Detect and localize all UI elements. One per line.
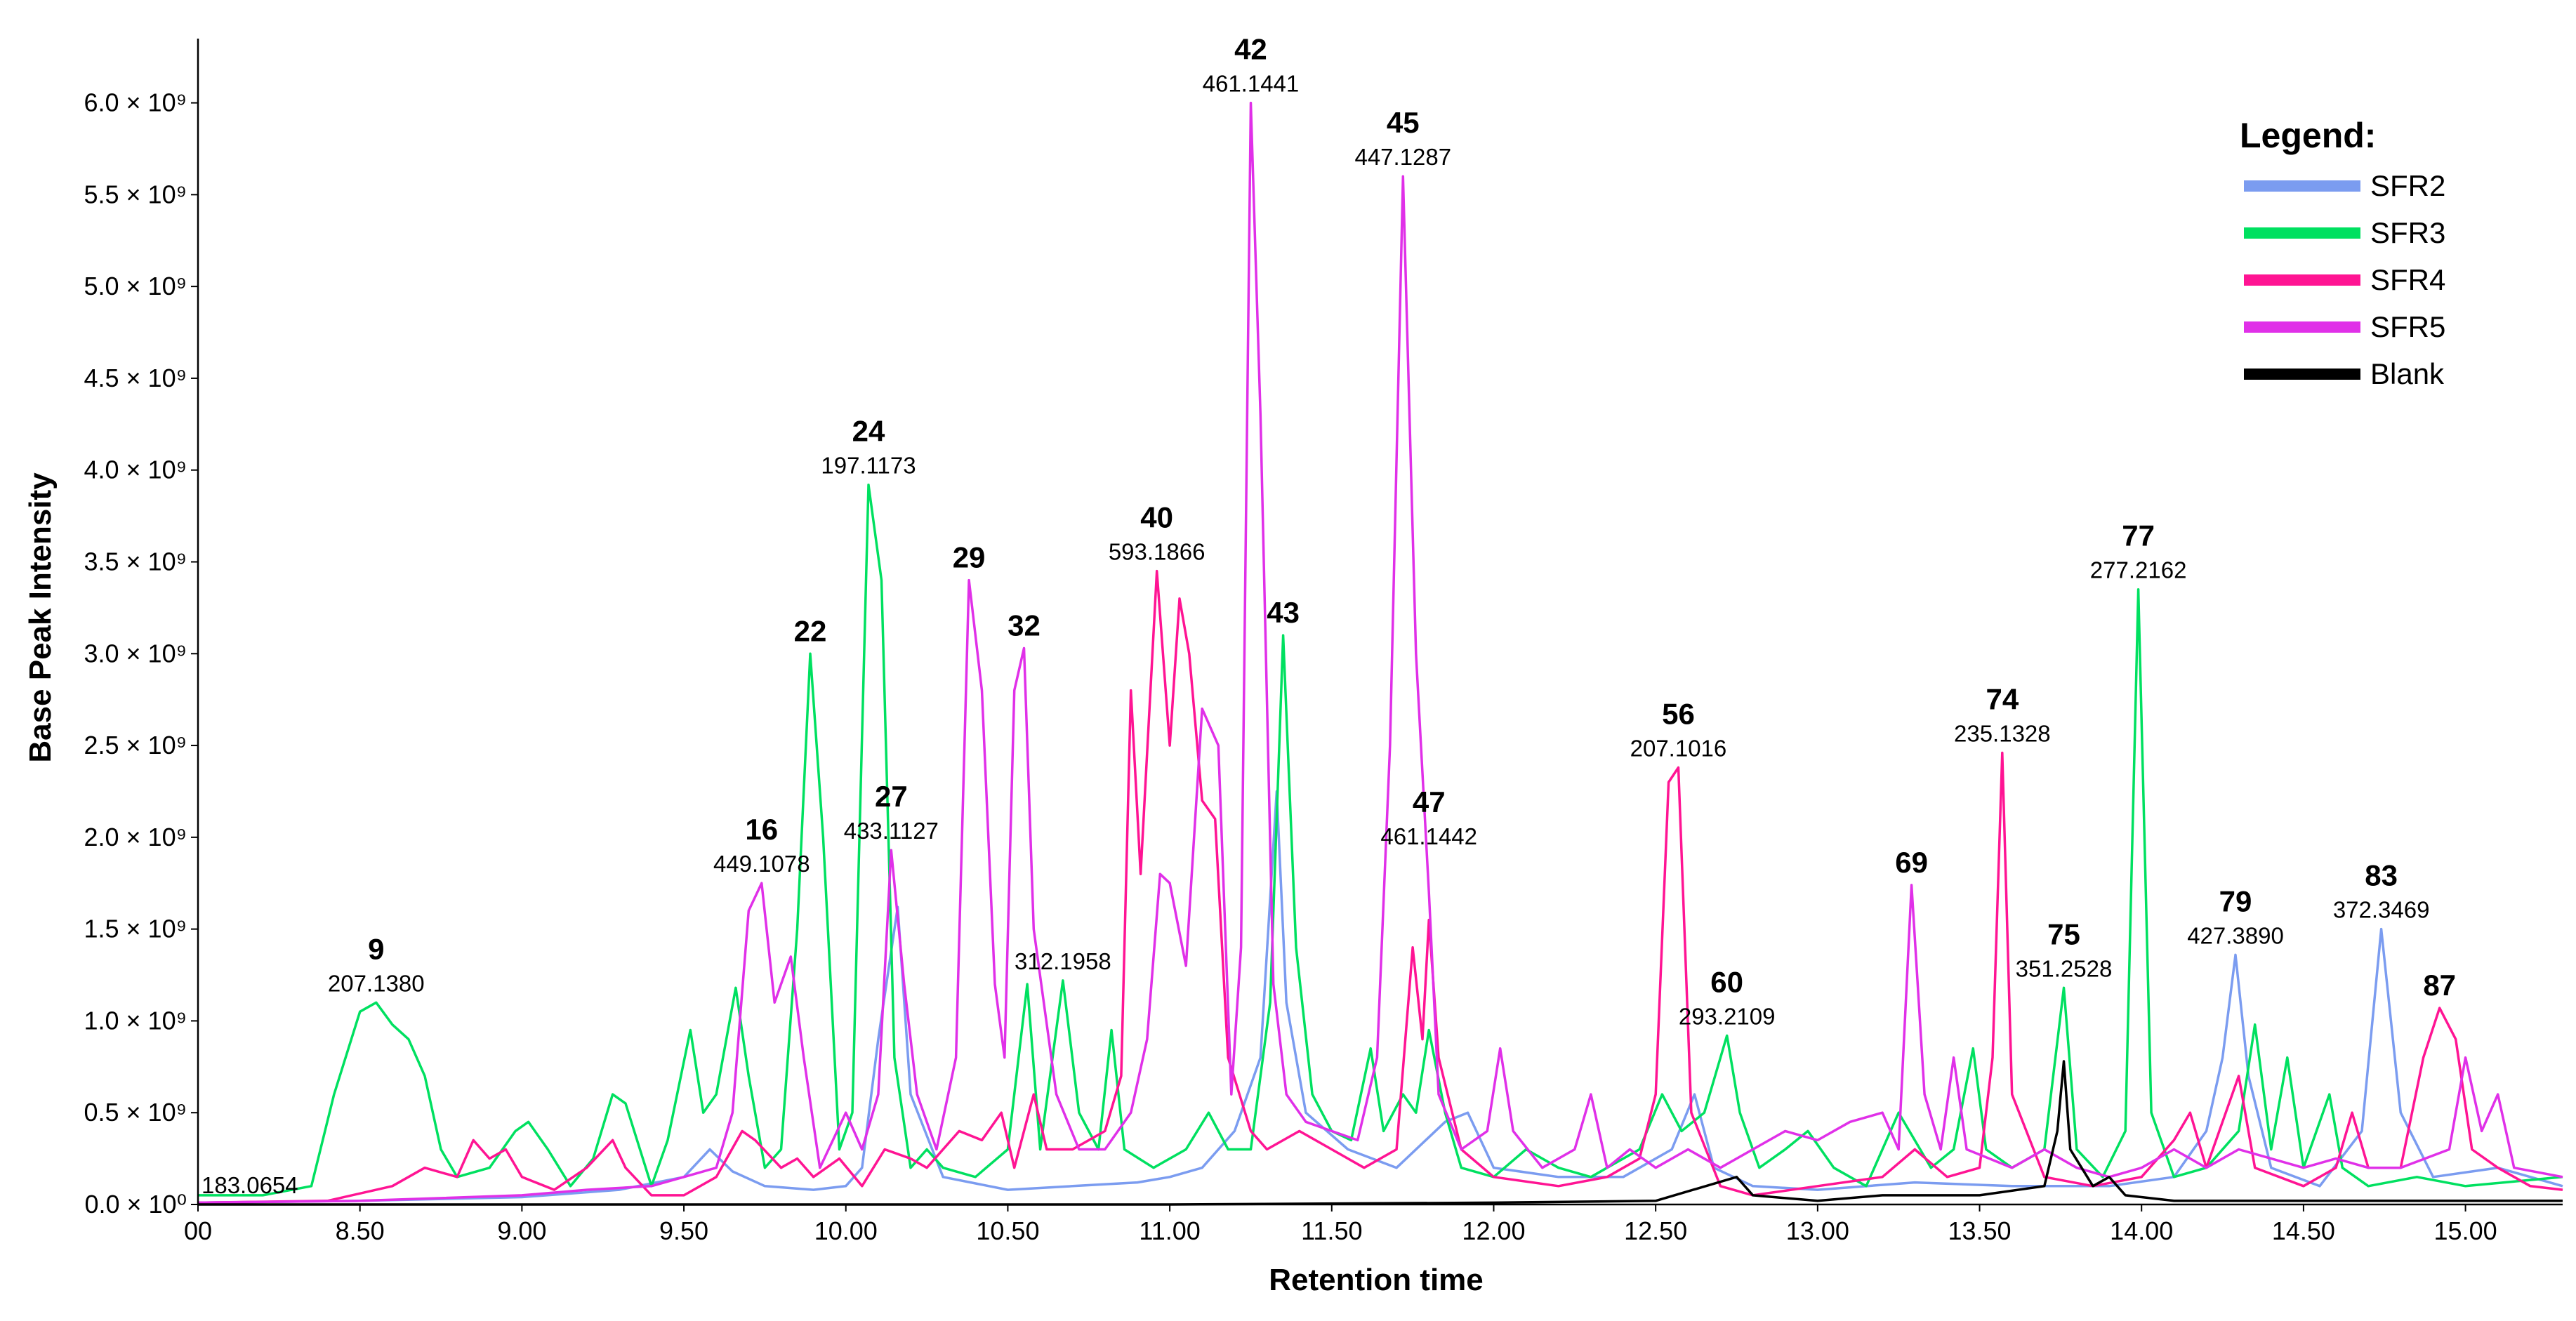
peak-number-label: 42 (1234, 33, 1267, 66)
series-line-sfr2 (197, 790, 2563, 1204)
x-tick-label: 9.50 (659, 1216, 708, 1245)
x-tick-label: 8.50 (336, 1216, 385, 1245)
y-tick-label: 5.0 × 10⁹ (84, 272, 187, 300)
legend-label-sfr3: SFR3 (2370, 216, 2445, 249)
legend: Legend: SFR2 SFR3 SFR4 SFR5 Blank (2240, 116, 2445, 390)
peak-mz-label: 197.1173 (821, 453, 916, 479)
x-tick-label: 14.50 (2272, 1216, 2335, 1245)
peak-number-label: 87 (2423, 969, 2456, 1002)
x-tick-label: 12.50 (1624, 1216, 1687, 1245)
peak-number-label: 75 (2047, 917, 2080, 950)
peak-number-label: 32 (1008, 609, 1041, 642)
peak-number-label: 60 (1710, 965, 1743, 998)
peak-mz-label: 351.2528 (2016, 955, 2113, 981)
peak-number-label: 45 (1387, 106, 1420, 139)
peak-number-label: 47 (1413, 785, 1446, 818)
peak-number-label: 56 (1662, 697, 1695, 730)
peak-number-label: 77 (2122, 519, 2155, 552)
peak-mz-label: 372.3469 (2333, 897, 2430, 923)
x-tick-label: 10.50 (976, 1216, 1039, 1245)
x-tick-label: 14.00 (2110, 1216, 2173, 1245)
y-tick-label: 4.0 × 10⁹ (84, 456, 187, 484)
peak-number-label: 27 (875, 780, 908, 813)
peak-mz-label: 447.1287 (1354, 144, 1451, 170)
peak-number-label: 24 (852, 415, 885, 448)
peak-mz-label: 207.1380 (328, 970, 425, 996)
series-line-sfr4 (197, 569, 2563, 1204)
series-line-sfr3 (198, 483, 2563, 1197)
peak-number-label: 29 (953, 541, 986, 574)
x-axis-title: Retention time (1269, 1263, 1484, 1297)
peak-annotations: 183.0654 207.1380 9 449.1078 16 22 197.1173 24 4… (202, 33, 2456, 1198)
x-tick-label: 13.50 (1948, 1216, 2011, 1245)
y-tick-label: 3.5 × 10⁹ (84, 547, 187, 576)
x-tick-label: 13.00 (1786, 1216, 1849, 1245)
x-tick-label: 11.00 (1139, 1216, 1200, 1245)
y-tick-label: 1.0 × 10⁹ (84, 1006, 187, 1035)
peak-mz-label: 461.1442 (1380, 823, 1477, 849)
series-layer (197, 101, 2563, 1206)
x-tick-label: 12.00 (1462, 1216, 1525, 1245)
peak-number-label: 69 (1895, 846, 1928, 879)
peak-number-label: 22 (794, 614, 827, 647)
y-tick-label: 2.5 × 10⁹ (84, 731, 187, 759)
peak-mz-label: 449.1078 (713, 851, 810, 877)
x-tick-label: 9.00 (497, 1216, 546, 1245)
peak-number-label: 16 (745, 813, 778, 846)
peak-number-label: 43 (1267, 596, 1300, 629)
peak-number-label: 9 (368, 932, 384, 965)
legend-label-sfr2: SFR2 (2370, 169, 2445, 202)
legend-label-blank: Blank (2370, 357, 2445, 390)
peak-mz-label: 427.3890 (2187, 922, 2284, 948)
legend-title: Legend: (2240, 116, 2376, 155)
y-axis-title: Base Peak Intensity (23, 472, 58, 763)
y-tick-label: 0.0 × 10⁰ (84, 1190, 187, 1219)
y-tick-label: 6.0 × 10⁹ (84, 88, 187, 117)
legend-label-sfr5: SFR5 (2370, 310, 2445, 343)
y-tick-label: 3.0 × 10⁹ (84, 639, 187, 668)
x-tick-label: 10.00 (814, 1216, 878, 1245)
peak-mz-label: 183.0654 (202, 1172, 298, 1198)
y-tick-label: 0.5 × 10⁹ (84, 1098, 187, 1127)
x-tick-label: 00 (184, 1216, 212, 1245)
axes-layer: 0.0 × 10⁰ 0.5 × 10⁹ 1.0 × 10⁹ 1.5 × 10⁹ 2.0 … (84, 39, 2563, 1245)
peak-mz-label: 312.1958 (1015, 948, 1111, 974)
peak-mz-label: 277.2162 (2090, 557, 2187, 583)
peak-mz-label: 293.2109 (1679, 1003, 1776, 1029)
peak-number-label: 79 (2219, 884, 2252, 917)
y-tick-label: 1.5 × 10⁹ (84, 915, 187, 943)
peak-mz-label: 207.1016 (1630, 735, 1727, 761)
peak-number-label: 74 (1986, 683, 2019, 716)
y-tick-label: 5.5 × 10⁹ (84, 180, 187, 208)
peak-mz-label: 433.1127 (844, 818, 939, 844)
peak-number-label: 83 (2365, 859, 2398, 892)
x-tick-label: 15.00 (2434, 1216, 2497, 1245)
peak-mz-label: 593.1866 (1109, 539, 1206, 565)
legend-label-sfr4: SFR4 (2370, 263, 2445, 296)
series-line-blank (198, 1060, 2563, 1206)
y-tick-label: 4.5 × 10⁹ (84, 364, 187, 392)
x-tick-label: 11.50 (1301, 1216, 1362, 1245)
peak-mz-label: 461.1441 (1203, 71, 1300, 97)
peak-mz-label: 235.1328 (1954, 721, 2051, 747)
peak-number-label: 40 (1140, 501, 1173, 534)
y-tick-label: 2.0 × 10⁹ (84, 823, 187, 851)
